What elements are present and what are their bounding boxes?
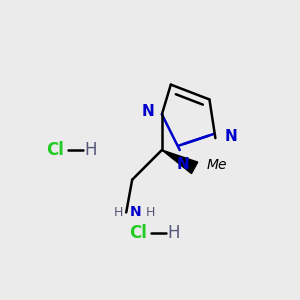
Text: N: N — [129, 206, 141, 219]
Text: N: N — [176, 158, 189, 172]
Text: H: H — [114, 206, 124, 219]
Polygon shape — [162, 150, 198, 174]
Text: Me: Me — [206, 158, 227, 172]
Text: H: H — [167, 224, 180, 242]
Text: H: H — [84, 141, 97, 159]
Text: H: H — [145, 206, 155, 219]
Text: Cl: Cl — [129, 224, 147, 242]
Text: N: N — [224, 129, 237, 144]
Text: Cl: Cl — [46, 141, 64, 159]
Text: N: N — [142, 104, 154, 119]
